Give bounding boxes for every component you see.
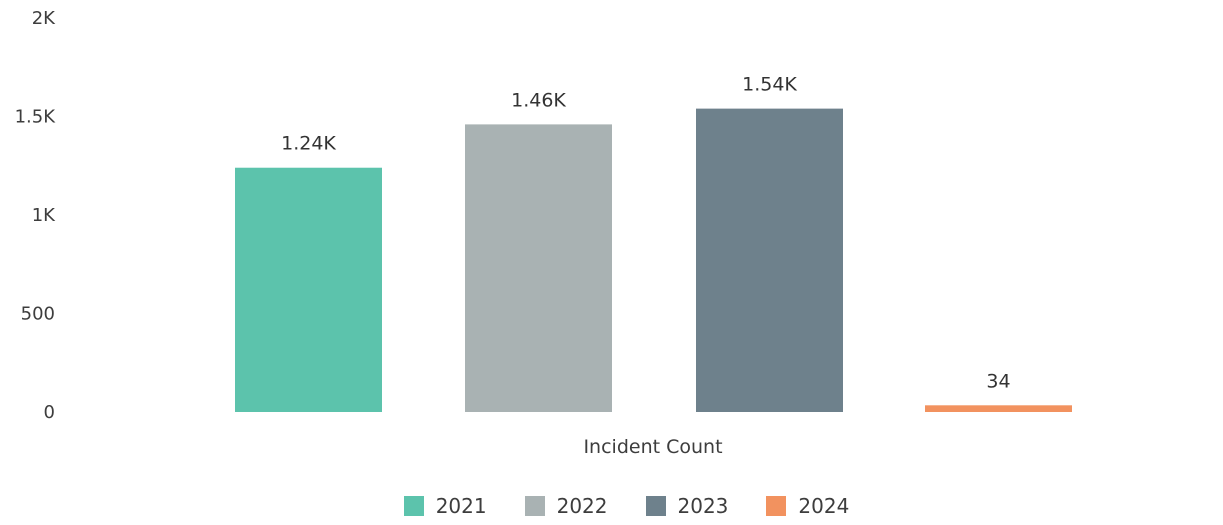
legend-item-2022[interactable]: 2022 — [524, 494, 608, 518]
data-label-2021: 1.24K — [281, 133, 336, 155]
bar-2021[interactable] — [235, 167, 382, 412]
y-tick-label: 1K — [32, 205, 56, 226]
bar-2023[interactable] — [696, 108, 843, 413]
bar-2024[interactable] — [925, 405, 1072, 412]
chart-legend: 2021 2022 2023 2024 — [0, 494, 1223, 518]
legend-label: 2023 — [677, 494, 729, 518]
legend-item-2023[interactable]: 2023 — [645, 494, 729, 518]
legend-label: 2021 — [435, 494, 487, 518]
legend-swatch — [524, 496, 545, 516]
y-tick-label: 1.5K — [15, 107, 57, 128]
legend-label: 2022 — [556, 494, 608, 518]
legend-swatch — [645, 496, 666, 516]
x-axis-title: Incident Count — [583, 436, 722, 458]
data-label-2024: 34 — [986, 370, 1010, 392]
data-label-2022: 1.46K — [511, 89, 566, 111]
y-tick-label: 2K — [32, 8, 56, 29]
legend-item-2021[interactable]: 2021 — [403, 494, 487, 518]
data-label-2023: 1.54K — [742, 74, 797, 96]
legend-label: 2024 — [798, 494, 850, 518]
legend-item-2024[interactable]: 2024 — [766, 494, 849, 518]
y-tick-label: 0 — [44, 402, 55, 423]
bar-chart: 0 500 1K 1.5K 2K 1.24K 1.46K 1.54K 34 Incident Co… — [15, 8, 1072, 458]
legend-swatch — [403, 496, 424, 516]
y-tick-label: 500 — [21, 304, 55, 325]
legend-swatch — [766, 496, 787, 516]
bar-2022[interactable] — [465, 124, 612, 412]
